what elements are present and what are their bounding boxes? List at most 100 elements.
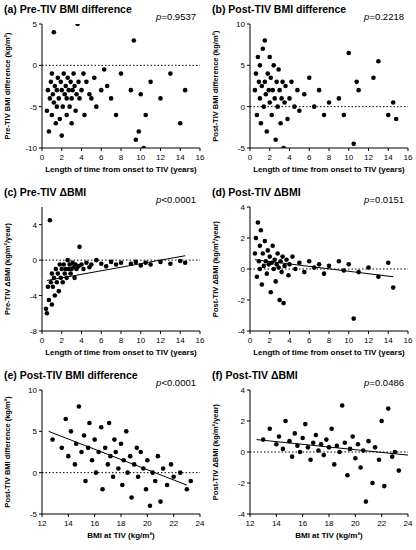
- point: [109, 96, 114, 101]
- panel-title: (d) Post-TIV ΔBMI: [212, 186, 301, 198]
- point: [66, 88, 71, 93]
- point: [261, 47, 266, 52]
- point: [148, 80, 153, 85]
- point: [394, 117, 399, 122]
- x-tick: [381, 514, 382, 517]
- x-tick-label: 20: [143, 519, 152, 528]
- point: [262, 104, 267, 109]
- panel-title: (b) Post-TIV BMI difference: [212, 3, 346, 15]
- y-tick-label: 4: [241, 203, 246, 212]
- y-tick-label: 0: [241, 265, 246, 274]
- point: [69, 96, 74, 101]
- point: [183, 261, 188, 266]
- x-tick: [368, 331, 369, 334]
- x-tick: [68, 514, 69, 517]
- y-tick-label: 5: [33, 427, 38, 436]
- x-axis-label: Length of time from onset to TIV (years): [45, 165, 197, 174]
- point: [145, 458, 150, 463]
- point: [258, 63, 263, 68]
- point: [297, 261, 302, 266]
- x-tick-label: 12: [156, 336, 165, 345]
- point: [255, 113, 260, 118]
- point: [312, 104, 317, 109]
- x-tick-label: 6: [99, 153, 104, 162]
- point: [373, 445, 378, 450]
- point: [45, 109, 50, 114]
- y-tick-label: -2: [238, 479, 246, 488]
- x-tick: [160, 331, 161, 334]
- point: [282, 264, 287, 269]
- trend-line: [257, 440, 408, 456]
- point: [391, 100, 396, 105]
- point: [116, 466, 121, 471]
- x-tick-label: 20: [351, 519, 360, 528]
- point: [253, 88, 258, 93]
- y-tick: [39, 260, 42, 261]
- x-tick: [408, 148, 409, 151]
- point: [82, 433, 87, 438]
- point: [111, 475, 116, 480]
- point: [102, 67, 107, 72]
- point: [281, 447, 286, 452]
- point: [50, 302, 55, 307]
- point: [92, 75, 97, 80]
- x-tick-label: 10: [136, 336, 145, 345]
- x-tick: [408, 514, 409, 517]
- point: [165, 483, 170, 488]
- point: [171, 475, 176, 480]
- x-tick-label: 2: [60, 153, 65, 162]
- point: [56, 289, 61, 294]
- y-tick-label: 10: [236, 20, 245, 29]
- point: [282, 100, 287, 105]
- point: [391, 285, 396, 290]
- point: [77, 96, 82, 101]
- x-tick: [269, 331, 270, 334]
- point: [185, 487, 190, 492]
- point: [63, 84, 68, 89]
- point: [69, 121, 74, 126]
- x-tick: [140, 148, 141, 151]
- point: [295, 88, 300, 93]
- panel: (a) Pre-TIV BMI difference0246810121416-…: [3, 3, 205, 174]
- point: [48, 96, 53, 101]
- point: [280, 254, 285, 259]
- p-number: <0.0001: [161, 194, 196, 205]
- point: [306, 445, 311, 450]
- x-tick-label: 12: [364, 153, 373, 162]
- x-tick: [388, 331, 389, 334]
- point: [87, 92, 92, 97]
- y-tick: [39, 514, 42, 515]
- x-tick-label: 16: [404, 336, 413, 345]
- point: [307, 259, 312, 264]
- x-tick-label: 14: [176, 153, 185, 162]
- point: [73, 462, 78, 467]
- p-value: p<0.0001: [155, 377, 196, 388]
- point: [161, 466, 166, 471]
- p-number: =0.0151: [369, 194, 404, 205]
- x-tick-label: 4: [287, 153, 292, 162]
- point: [47, 298, 52, 303]
- x-tick-label: 16: [196, 153, 205, 162]
- panel-title: (c) Pre-TIV ΔBMI: [4, 186, 86, 198]
- point: [308, 457, 313, 462]
- x-tick-label: 14: [272, 519, 281, 528]
- y-tick-label: 0: [241, 103, 246, 112]
- x-tick-label: 24: [196, 519, 205, 528]
- y-tick-label: -4: [238, 510, 246, 519]
- point: [178, 121, 183, 126]
- point: [50, 271, 55, 276]
- point: [321, 453, 326, 458]
- x-tick: [173, 514, 174, 517]
- point: [125, 470, 130, 475]
- point: [267, 55, 272, 60]
- y-tick-label: 2: [241, 234, 246, 243]
- p-value: p<0.0001: [155, 194, 196, 205]
- point: [92, 437, 97, 442]
- plot-area: [250, 220, 408, 321]
- x-tick: [140, 331, 141, 334]
- point: [267, 100, 272, 105]
- x-tick: [200, 331, 201, 334]
- x-axis-label: Length of time from onset to TIV (years): [253, 165, 405, 174]
- plot-area: [42, 218, 200, 316]
- y-tick: [247, 483, 250, 484]
